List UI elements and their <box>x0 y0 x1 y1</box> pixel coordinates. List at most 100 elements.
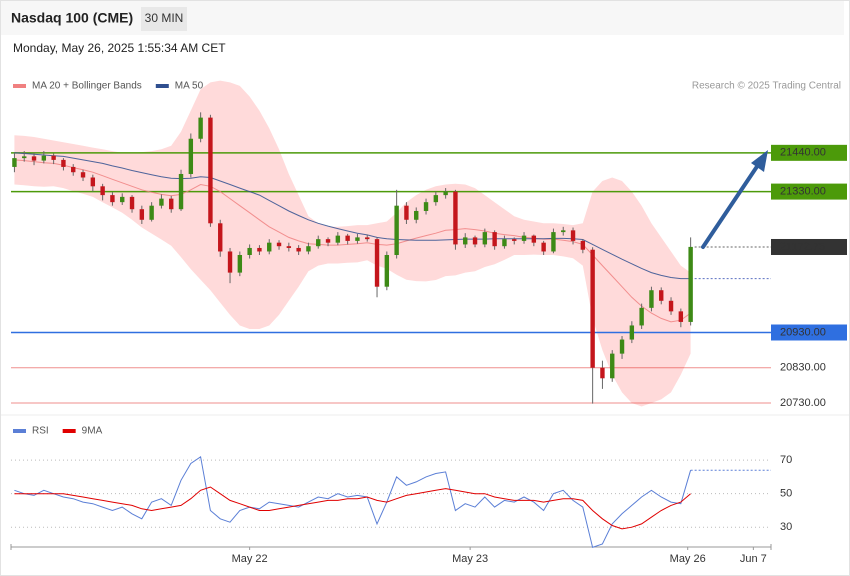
candle-body <box>541 242 546 252</box>
candle-body <box>502 239 507 247</box>
level-label-box <box>771 183 847 200</box>
interval-badge[interactable] <box>141 7 187 31</box>
level-label: 20830.00 <box>780 362 826 374</box>
candle-body <box>51 155 56 160</box>
rsi-line <box>14 486 691 530</box>
level-label: 21440.00 <box>780 147 826 159</box>
legend-label: MA 50 <box>175 81 204 92</box>
candle-body <box>296 247 301 252</box>
candle-body <box>590 249 595 368</box>
candle-body <box>394 205 399 255</box>
candle-body <box>355 237 360 241</box>
x-tick-label: May 23 <box>452 553 488 565</box>
candle-body <box>286 246 292 248</box>
candle-body <box>61 159 66 167</box>
level-label: 21330.00 <box>780 185 826 197</box>
candle-body <box>443 191 448 196</box>
candle-body <box>512 239 517 241</box>
last-price-label: 21172.75 <box>780 241 825 253</box>
candle-body <box>188 138 194 174</box>
level-label-box <box>771 324 847 341</box>
legend-swatch <box>13 84 26 88</box>
candle-body <box>619 339 625 354</box>
candle-body <box>31 156 37 161</box>
ma-line <box>14 152 691 280</box>
last-price-box <box>771 238 847 255</box>
candle-body <box>100 186 105 196</box>
candle-body <box>610 353 615 379</box>
candle-body <box>659 290 664 301</box>
candle-body <box>639 307 644 326</box>
candle-body <box>178 173 184 210</box>
candle-body <box>169 198 174 210</box>
candle-body <box>306 246 311 252</box>
candle-body <box>149 205 154 220</box>
candle-body <box>267 242 272 252</box>
candle-body <box>492 232 497 247</box>
source: Research © 2025 Trading Central <box>692 81 841 92</box>
candle-body <box>335 235 341 243</box>
candle-body <box>688 246 693 322</box>
x-tick-label: May 22 <box>232 553 268 565</box>
candle-body <box>12 158 17 167</box>
candle-body <box>463 237 468 245</box>
level-label: 20730.00 <box>780 397 826 409</box>
legend-swatch <box>155 84 169 88</box>
candle-body <box>257 247 262 252</box>
legend-swatch <box>62 429 76 433</box>
legend-swatch <box>13 429 26 433</box>
level-label-box <box>771 144 847 161</box>
candle-body <box>404 205 409 220</box>
ma-line <box>14 159 691 323</box>
candle-body <box>218 223 223 252</box>
candle-body <box>629 325 635 340</box>
x-tick-label: May 26 <box>670 553 706 565</box>
candle-body <box>561 230 566 233</box>
candle-body <box>139 209 145 220</box>
y-tick-label: 50 <box>780 488 792 500</box>
candle-body <box>159 198 164 206</box>
legend-label: RSI <box>32 426 49 437</box>
legend-label: 9MA <box>82 426 103 437</box>
candle-body <box>316 239 321 247</box>
candle-body <box>237 255 243 273</box>
candle-body <box>276 242 282 247</box>
candle-body <box>374 239 380 287</box>
candle-body <box>531 235 537 243</box>
candle-body <box>110 195 115 203</box>
candle-body <box>80 172 86 178</box>
y-tick-label: 30 <box>780 521 792 533</box>
candle-body <box>678 311 684 322</box>
candle-body <box>71 166 76 173</box>
candle-body <box>41 155 47 161</box>
forecast-arrow <box>701 163 760 249</box>
candle-body <box>365 237 370 240</box>
x-tick-label: Jun 7 <box>740 553 767 565</box>
candle-body <box>325 239 331 243</box>
candle-body <box>570 230 576 241</box>
timestamp: Monday, May 26, 2025 1:55:34 AM CET <box>13 41 226 55</box>
candle-body <box>120 196 125 203</box>
interval-label[interactable]: 30 MIN <box>145 11 184 25</box>
candle-body <box>208 117 213 224</box>
candle-body <box>198 117 203 139</box>
rsi-line <box>14 455 692 549</box>
candle-body <box>384 255 390 287</box>
candle-body <box>345 235 350 241</box>
candle-body <box>227 251 233 273</box>
candle-body <box>453 191 458 245</box>
candle-body <box>580 240 586 250</box>
y-tick-label: 70 <box>780 454 792 466</box>
candle-body <box>600 367 605 379</box>
candle-body <box>482 232 488 245</box>
chart-title: Nasdaq 100 (CME) <box>11 10 133 26</box>
candle-body <box>423 202 429 211</box>
candle-body <box>649 290 654 308</box>
candle-body <box>247 247 252 255</box>
candle-body <box>551 232 556 252</box>
candle-body <box>472 237 478 245</box>
candle-body <box>433 195 439 203</box>
level-label: 20930.00 <box>780 326 826 338</box>
